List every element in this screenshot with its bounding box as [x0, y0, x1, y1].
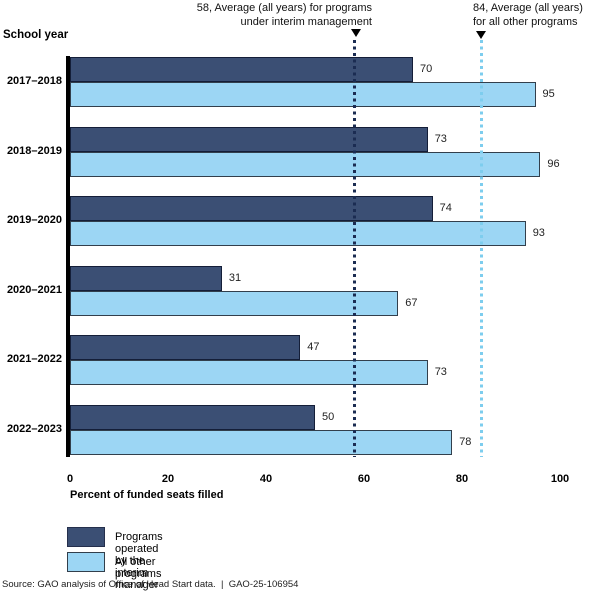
bar-value-label: 47	[307, 341, 320, 354]
reference-annotation-others: 84, Average (all years) for all other pr…	[473, 2, 583, 29]
reference-annotation-interim: 58, Average (all years) for programs und…	[197, 2, 372, 29]
bar-interim	[70, 335, 301, 361]
bar-others	[70, 430, 453, 455]
bar-others	[70, 221, 526, 247]
x-tick-label: 40	[259, 473, 273, 485]
legend-swatch-light	[67, 552, 105, 572]
reference-line	[480, 40, 484, 457]
y-axis-title: School year	[3, 29, 69, 41]
bar-value-label: 73	[434, 132, 447, 145]
x-tick-label: 20	[161, 473, 175, 485]
x-tick-label: 60	[357, 473, 371, 485]
category-label: 2019–2020	[6, 214, 62, 227]
category-label: 2017–2018	[6, 75, 62, 87]
legend-label: All other programs	[115, 556, 162, 580]
category-label: 2021–2022	[6, 353, 62, 366]
legend-swatch-dark	[67, 527, 105, 547]
x-tick-label: 100	[550, 473, 570, 485]
bar-value-label: 70	[420, 63, 433, 75]
category-label: 2020–2021	[6, 283, 62, 296]
reference-line	[352, 40, 356, 457]
bar-value-label: 73	[434, 366, 447, 379]
category-label: 2022–2023	[6, 423, 62, 435]
bar-value-label: 50	[322, 411, 335, 423]
x-tick-label: 0	[66, 473, 74, 485]
y-axis-line	[66, 56, 70, 457]
triangle-down-icon	[351, 29, 361, 37]
bar-others	[70, 151, 541, 177]
annotation-line1: 58, Average (all years) for programs	[196, 2, 372, 14]
bar-interim	[70, 57, 413, 82]
bar-interim	[70, 126, 428, 152]
annotation-line1: 84, Average (all years)	[473, 2, 583, 14]
bar-others	[70, 82, 536, 107]
annotation-line2: under interim management	[240, 15, 372, 28]
bar-value-label: 96	[547, 157, 560, 170]
x-axis-label: Percent of funded seats filled	[70, 489, 224, 501]
bar-value-label: 31	[228, 271, 242, 284]
bar-others	[70, 290, 399, 316]
bar-value-label: 95	[542, 88, 555, 100]
category-label: 2018–2019	[6, 144, 62, 157]
bar-interim	[70, 196, 433, 222]
legend-item-interim: Programs operated by the interim manager	[67, 527, 163, 591]
bar-others	[70, 360, 428, 386]
bar-value-label: 78	[459, 436, 472, 448]
x-tick-label: 80	[455, 473, 469, 485]
bar-interim	[70, 405, 315, 430]
bar-value-label: 67	[405, 296, 418, 309]
triangle-down-icon	[476, 31, 486, 39]
bar-value-label: 93	[532, 227, 545, 240]
annotation-line2: for all other programs	[473, 15, 578, 28]
bar-interim	[70, 265, 222, 291]
legend-item-others: All other programs	[67, 552, 161, 580]
bar-value-label: 74	[439, 202, 452, 215]
source-note: Source: GAO analysis of Office of Head S…	[2, 579, 299, 590]
legend-label: Programs operated by the interim manager	[115, 531, 163, 591]
